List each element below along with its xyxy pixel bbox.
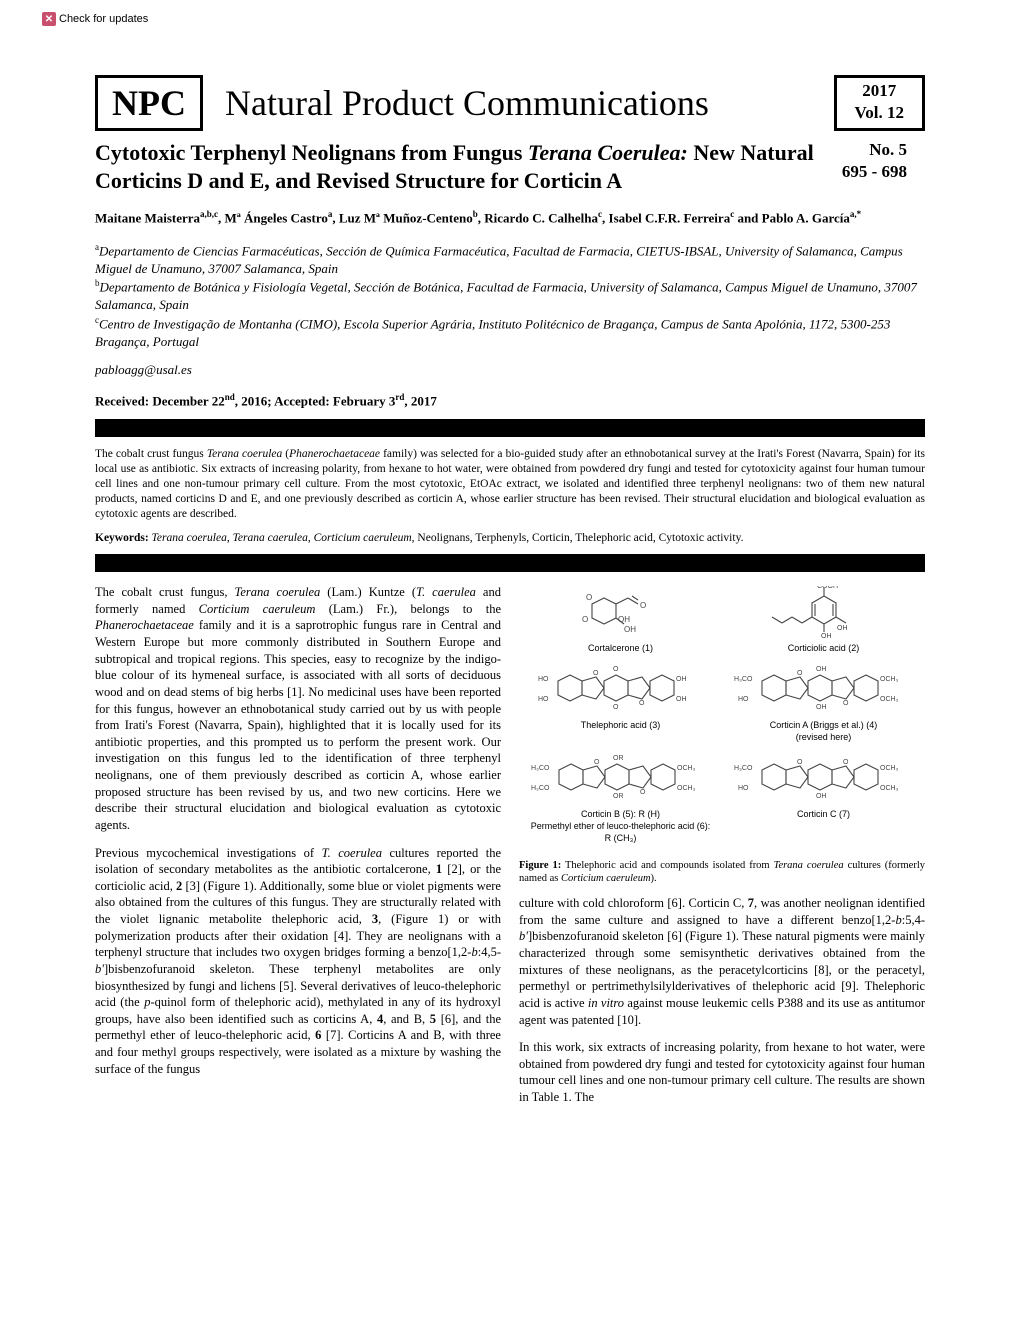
affiliation-c: cCentro de Investigação de Montanha (CIM… [95, 314, 925, 350]
figure-1-caption: Figure 1: Thelephoric acid and compounds… [519, 859, 925, 885]
svg-text:COOH: COOH [817, 586, 838, 590]
svg-text:OR: OR [613, 755, 624, 762]
structure-cortalcerone: O OH O O OH Cortalcerone (1) [529, 586, 712, 655]
svg-text:O: O [613, 666, 619, 673]
paragraph-2: Previous mycochemical investigations of … [95, 845, 501, 1078]
svg-text:OCH₃: OCH₃ [677, 765, 696, 772]
structure-corticin-c: H₃CO HO OCH₃ OCH₃ OH O O Corticin C (7) [732, 752, 915, 845]
svg-text:OCH₃: OCH₃ [880, 696, 899, 703]
svg-text:O: O [797, 759, 803, 766]
structure-thelephoric-acid: HO HO OH OH O O O O Thelephoric acid (3) [529, 663, 712, 744]
journal-header: NPC Natural Product Communications 2017 … [95, 75, 925, 131]
svg-text:OCH₃: OCH₃ [880, 785, 899, 792]
svg-text:H₃CO: H₃CO [734, 765, 753, 772]
page-content: NPC Natural Product Communications 2017 … [0, 0, 1020, 1117]
svg-text:OH: OH [676, 676, 687, 683]
paragraph-3: culture with cold chloroform [6]. Cortic… [519, 895, 925, 1028]
page-range: 695 - 698 [842, 161, 907, 183]
svg-text:H₃CO: H₃CO [531, 765, 550, 772]
figure-1: O OH O O OH Cortalcerone (1) [519, 584, 925, 853]
svg-text:OH: OH [618, 615, 630, 624]
column-left: The cobalt crust fungus, Terana coerulea… [95, 584, 501, 1117]
svg-text:O: O [586, 593, 592, 602]
separator-bar-bottom [95, 554, 925, 572]
svg-text:OH: OH [816, 666, 827, 673]
svg-text:O: O [639, 700, 645, 707]
svg-text:HO: HO [538, 696, 549, 703]
structure-corticin-a: H₃CO HO OCH₃ OCH₃ OH OH O O Corti [732, 663, 915, 744]
volume: Vol. 12 [855, 102, 904, 124]
crossmark-icon: ✕ [42, 12, 56, 26]
update-badge[interactable]: ✕ Check for updates [42, 12, 148, 26]
structure-corticin-b: H₃CO H₃CO OCH₃ OCH₃ OR OR O O Cor [529, 752, 712, 845]
svg-text:OH: OH [624, 625, 636, 634]
svg-text:OH: OH [816, 704, 827, 711]
corresponding-email: pabloagg@usal.es [95, 362, 925, 378]
svg-text:OCH₃: OCH₃ [880, 765, 899, 772]
dates: Received: December 22nd, 2016; Accepted:… [95, 392, 925, 409]
article-title: Cytotoxic Terphenyl Neolignans from Fung… [95, 139, 925, 194]
svg-text:O: O [797, 670, 803, 677]
svg-text:O: O [640, 789, 646, 796]
issue-info: 2017 Vol. 12 [834, 75, 925, 131]
year: 2017 [855, 80, 904, 102]
paragraph-4: In this work, six extracts of increasing… [519, 1039, 925, 1106]
affiliation-b: bDepartamento de Botánica y Fisiología V… [95, 277, 925, 313]
body-columns: The cobalt crust fungus, Terana coerulea… [95, 584, 925, 1117]
svg-text:O: O [594, 759, 600, 766]
svg-text:O: O [613, 704, 619, 711]
affiliation-a: aDepartamento de Ciencias Farmacéuticas,… [95, 241, 925, 277]
structure-corticiolic-acid: COOH OH OH Corticiolic aci [732, 586, 915, 655]
journal-full-name: Natural Product Communications [203, 75, 727, 131]
svg-text:OH: OH [816, 793, 827, 800]
svg-text:OH: OH [837, 625, 848, 632]
svg-text:HO: HO [738, 696, 749, 703]
svg-text:OCH₃: OCH₃ [880, 676, 899, 683]
svg-text:OCH₃: OCH₃ [677, 785, 696, 792]
keywords: Keywords: Terana coerulea, Terana caerul… [95, 532, 925, 544]
svg-text:HO: HO [538, 676, 549, 683]
svg-text:HO: HO [738, 785, 749, 792]
svg-text:O: O [843, 759, 849, 766]
svg-text:O: O [640, 601, 646, 610]
svg-text:OH: OH [676, 696, 687, 703]
column-right: O OH O O OH Cortalcerone (1) [519, 584, 925, 1117]
update-badge-label: Check for updates [59, 13, 148, 25]
issue-info-extended: No. 5 695 - 698 [842, 139, 925, 183]
paragraph-1: The cobalt crust fungus, Terana coerulea… [95, 584, 501, 833]
svg-text:H₃CO: H₃CO [531, 785, 550, 792]
svg-text:O: O [843, 700, 849, 707]
affiliations: aDepartamento de Ciencias Farmacéuticas,… [95, 241, 925, 350]
issue-number: No. 5 [842, 139, 907, 161]
svg-text:OH: OH [821, 633, 832, 640]
svg-text:O: O [582, 615, 588, 624]
abstract: The cobalt crust fungus Terana coerulea … [95, 447, 925, 522]
separator-bar-top [95, 419, 925, 437]
svg-text:H₃CO: H₃CO [734, 676, 753, 683]
authors: Maitane Maisterraa,b,c, Mª Ángeles Castr… [95, 208, 925, 227]
svg-text:O: O [593, 670, 599, 677]
chemical-structures: O OH O O OH Cortalcerone (1) [519, 584, 925, 853]
journal-abbreviation: NPC [95, 75, 203, 131]
svg-text:OR: OR [613, 793, 624, 800]
